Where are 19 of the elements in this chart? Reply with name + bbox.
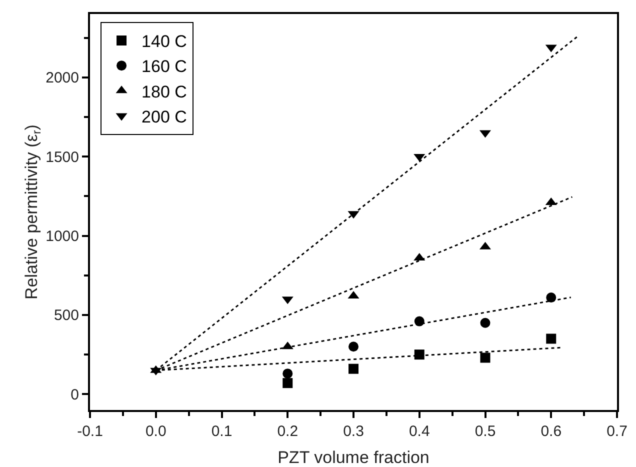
x-tick-label: 0.5 (474, 423, 496, 440)
x-tick-label: -0.1 (77, 423, 103, 440)
y-tick-label: 2000 (46, 70, 79, 87)
x-tick-label: 0.4 (408, 423, 430, 440)
y-tick-label: 1500 (46, 148, 79, 166)
legend-label: 200 C (142, 107, 187, 126)
x-tick-label: 0.7 (606, 423, 628, 440)
legend-label: 140 C (142, 32, 187, 52)
x-axis-title: PZT volume fraction (278, 448, 430, 467)
y-tick-label: 1000 (46, 228, 79, 246)
legend-label: 160 C (142, 57, 187, 76)
y-tick-label: 0 (70, 386, 79, 404)
x-tick-label: 0.3 (343, 423, 364, 440)
y-tick-label: 500 (54, 307, 79, 324)
legend-label: 180 C (142, 82, 187, 102)
x-tick-label: 0.2 (277, 423, 298, 440)
x-tick-label: 0.1 (211, 423, 232, 440)
x-tick-label: 0.6 (540, 423, 562, 440)
x-tick-label: 0.0 (145, 423, 166, 440)
